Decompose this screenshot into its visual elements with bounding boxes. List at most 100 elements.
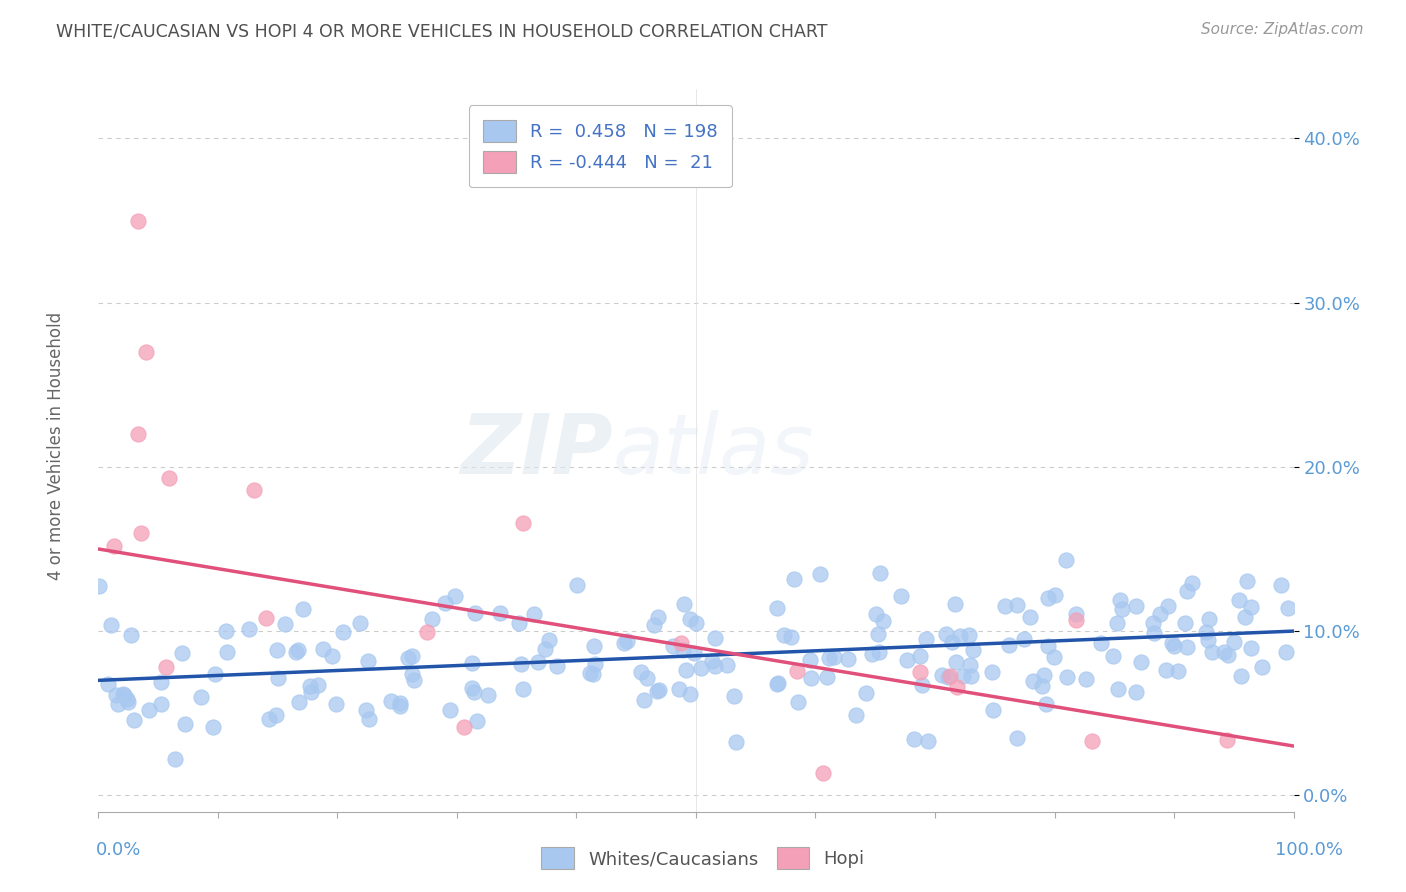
Point [165,752,187,766]
Point [936,670,959,684]
Point [444,589,467,603]
Point [675,664,697,678]
Point [855,685,877,699]
Legend: R =  0.458   N = 198, R = -0.444   N =  21: R = 0.458 N = 198, R = -0.444 N = 21 [468,105,733,187]
Point [633,692,655,706]
Point [800,671,823,685]
Point [994,599,1017,613]
Point [647,609,669,624]
Point [453,719,475,733]
Point [112,688,135,702]
Point [266,707,288,722]
Point [703,658,725,673]
Point [866,627,889,641]
Point [401,648,423,663]
Point [1160,636,1182,650]
Point [321,648,343,663]
Point [817,651,839,665]
Point [284,644,307,658]
Point [512,681,534,696]
Point [254,611,277,625]
Text: 4 or more Vehicles in Household: 4 or more Vehicles in Household [48,312,65,580]
Point [908,665,931,679]
Point [782,572,804,586]
Point [983,703,1005,717]
Point [1275,645,1298,659]
Point [215,645,238,659]
Point [173,716,195,731]
Point [1142,616,1164,631]
Point [661,640,683,654]
Point [1090,636,1112,650]
Point [1036,591,1059,606]
Point [865,607,887,622]
Point [643,618,665,632]
Text: atlas: atlas [613,410,814,491]
Point [917,733,939,747]
Point [1250,660,1272,674]
Point [538,632,561,647]
Point [765,677,787,691]
Point [1043,650,1066,665]
Point [149,674,172,689]
Text: WHITE/CAUCASIAN VS HOPI 4 OR MORE VEHICLES IN HOUSEHOLD CORRELATION CHART: WHITE/CAUCASIAN VS HOPI 4 OR MORE VEHICL… [56,22,828,40]
Point [685,615,707,630]
Point [389,696,412,710]
Text: 100.0%: 100.0% [1275,840,1343,858]
Point [1064,613,1087,627]
Point [1054,553,1077,567]
Point [716,657,738,672]
Point [463,685,485,699]
Point [267,671,290,685]
Point [1240,599,1263,614]
Point [668,681,690,696]
Point [860,647,883,661]
Point [1108,593,1130,607]
Point [837,652,859,666]
Point [845,708,868,723]
Point [238,622,260,636]
Point [811,765,834,780]
Point [952,669,974,683]
Point [396,651,419,665]
Point [291,601,314,615]
Point [434,596,457,610]
Point [766,601,789,615]
Text: 0.0%: 0.0% [96,840,141,858]
Point [773,628,796,642]
Point [259,712,281,726]
Point [939,669,962,683]
Point [908,648,931,663]
Point [439,703,461,717]
Point [1125,599,1147,614]
Point [287,643,309,657]
Point [97,677,120,691]
Point [943,597,966,611]
Point [465,714,488,729]
Point [1101,649,1123,664]
Point [1277,601,1299,615]
Text: Source: ZipAtlas.com: Source: ZipAtlas.com [1201,22,1364,37]
Point [786,664,808,678]
Point [872,614,894,628]
Point [869,566,891,581]
Point [1080,733,1102,747]
Point [1056,670,1078,684]
Point [890,590,912,604]
Point [354,703,377,717]
Point [380,693,402,707]
Point [579,665,602,680]
Point [679,687,702,701]
Point [1218,648,1240,662]
Point [959,657,981,672]
Point [941,635,963,649]
Point [1149,607,1171,621]
Point [464,606,486,620]
Point [786,696,808,710]
Point [157,471,180,485]
Point [103,539,125,553]
Point [1270,577,1292,591]
Point [489,607,512,621]
Point [669,635,692,649]
Point [510,657,533,671]
